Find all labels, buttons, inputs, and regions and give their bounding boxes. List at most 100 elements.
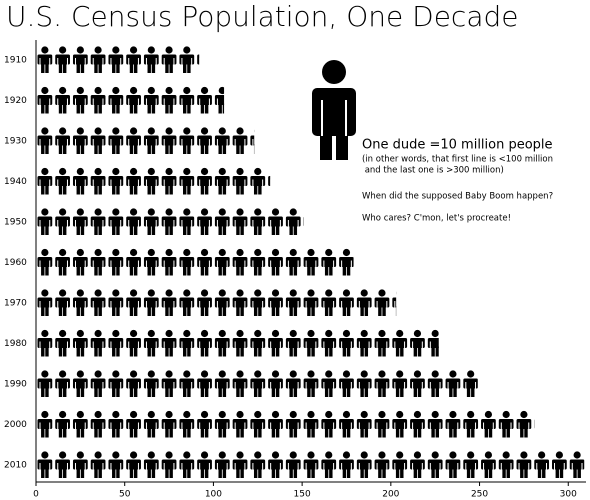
icon-leg [165, 346, 169, 357]
icon-leg [311, 346, 315, 357]
icon-leg [116, 103, 120, 114]
icon-body [232, 257, 248, 267]
icon-body [143, 459, 159, 470]
icon-head [325, 289, 333, 297]
icon-leg [382, 468, 386, 478]
icon-leg [435, 346, 439, 357]
icon-body [161, 297, 177, 308]
icon-head [254, 289, 262, 297]
icon-leg [253, 184, 258, 195]
pictogram-row [37, 289, 397, 316]
icon-leg [431, 427, 435, 438]
icon-leg [63, 346, 67, 357]
icon-head [218, 86, 225, 95]
icon-leg [112, 427, 116, 438]
icon-leg [218, 103, 222, 114]
icon-body [72, 459, 88, 470]
icon-leg [466, 468, 471, 478]
icon-head [218, 248, 226, 257]
icon-head [538, 451, 546, 459]
icon-leg [400, 346, 404, 357]
icon-head [200, 289, 209, 297]
icon-body [250, 459, 266, 470]
icon-leg [293, 225, 298, 235]
icon-head [41, 451, 49, 459]
icon-leg [169, 63, 173, 73]
icon-leg [133, 184, 138, 195]
icon-body [498, 459, 514, 470]
icon-body [55, 419, 70, 429]
y-tick-label: 2010 [4, 461, 27, 471]
icon-leg [360, 387, 364, 397]
icon-leg [289, 346, 293, 357]
icon-leg [151, 346, 156, 357]
icon-head [307, 208, 314, 215]
icon-head [289, 451, 297, 459]
icon-leg [116, 427, 120, 438]
icon-head [112, 167, 120, 176]
icon-leg [169, 427, 173, 438]
icon-leg [400, 427, 404, 438]
icon-body [161, 378, 177, 389]
icon-body [143, 419, 159, 429]
icon-body [197, 257, 212, 267]
icon-leg [80, 63, 85, 73]
icon-body [108, 257, 124, 267]
icon-body [321, 257, 337, 267]
icon-body [268, 176, 271, 186]
icon-leg [253, 144, 255, 154]
icon-leg [116, 184, 120, 195]
icon-head [342, 248, 351, 257]
icon-leg [169, 144, 173, 154]
icon-head [129, 46, 138, 54]
icon-head [59, 167, 67, 176]
icon-leg [133, 346, 138, 357]
annotation: and the last one is >300 million) [362, 166, 504, 176]
icon-head [129, 86, 138, 95]
icon-leg [112, 144, 116, 154]
icon-body [179, 378, 195, 389]
icon-head [342, 329, 351, 338]
icon-head [165, 289, 173, 297]
icon-leg [165, 265, 169, 276]
icon-leg [165, 225, 169, 235]
icon-head [112, 370, 120, 378]
icon-leg [435, 427, 439, 438]
icon-leg [98, 225, 102, 235]
icon-body [232, 176, 248, 186]
icon-body [55, 135, 70, 146]
icon-leg [187, 387, 191, 397]
icon-body [126, 135, 141, 146]
icon-leg [98, 468, 102, 478]
icon-leg [307, 265, 311, 276]
icon-leg [169, 225, 173, 235]
icon-head [41, 248, 49, 257]
icon-body [285, 257, 301, 267]
icon-leg [253, 387, 258, 397]
pictogram-row [37, 208, 314, 235]
icon-leg [435, 468, 439, 478]
icon-leg [271, 468, 276, 478]
icon-body [321, 297, 337, 308]
icon-leg [112, 184, 116, 195]
icon-leg [293, 346, 298, 357]
icon-body [55, 338, 70, 348]
icon-body [303, 217, 304, 226]
icon-body [72, 135, 88, 146]
icon-leg [94, 427, 98, 438]
icon-body [72, 54, 88, 65]
icon-body [55, 297, 70, 308]
icon-leg [307, 346, 311, 357]
icon-head [129, 329, 138, 338]
icon-head [112, 451, 120, 459]
icon-head [236, 329, 244, 338]
icon-leg [502, 427, 506, 438]
icon-leg [395, 387, 400, 397]
icon-head [59, 248, 67, 257]
icon-leg [378, 346, 382, 357]
icon-body [321, 338, 337, 348]
icon-leg [63, 103, 67, 114]
icon-head [502, 451, 510, 459]
icon-leg [520, 468, 524, 478]
icon-head [325, 248, 333, 257]
